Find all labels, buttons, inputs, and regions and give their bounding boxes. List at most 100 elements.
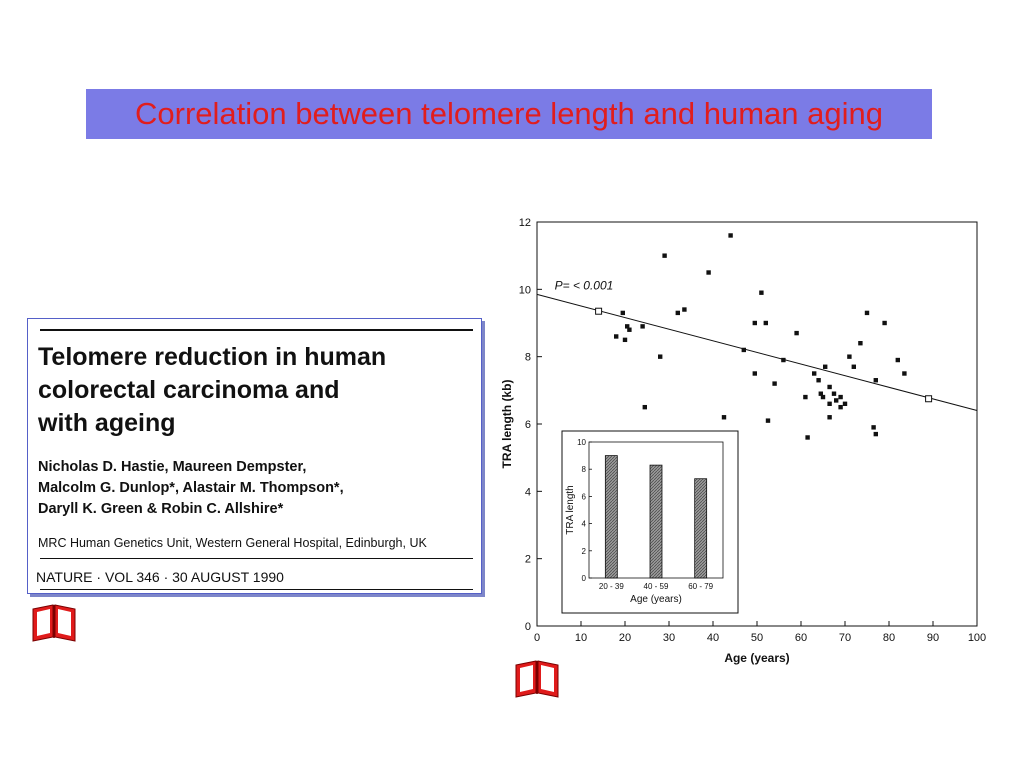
- data-point: [858, 341, 863, 346]
- inset-x-axis: 20 - 39 40 - 59 60 - 79: [599, 582, 714, 591]
- inset-y-tick-label: 6: [582, 492, 587, 501]
- paper-title-line: colorectal carcinoma and: [38, 376, 340, 404]
- divider-rule: [40, 558, 473, 559]
- paper-title-line: Telomere reduction in human: [38, 343, 387, 371]
- data-point: [827, 384, 832, 390]
- p-value-annotation: P= < 0.001: [555, 278, 614, 292]
- inset-bar: [649, 464, 663, 579]
- telomere-age-chart: 0 2 4 6 8 10 12 0 10 20 30 40 50 60 70 80 90 100 P= < 0.…: [500, 217, 986, 665]
- y-tick-label: 2: [525, 554, 531, 566]
- data-point: [803, 394, 808, 400]
- open-book-icon[interactable]: [512, 657, 562, 699]
- data-point: [823, 364, 828, 369]
- y-axis-title: TRA length (kb): [500, 380, 514, 469]
- inset-plot-area: 0 2 4 6 8 10 20 - 39 40 - 59 60 - 79: [577, 438, 724, 591]
- paper-clipping: Telomere reduction in human colorectal c…: [27, 318, 482, 594]
- inset-x-tick-label: 60 - 79: [688, 582, 713, 591]
- inset-x-tick-label: 40 - 59: [644, 582, 669, 591]
- inset-x-tick-label: 20 - 39: [599, 582, 624, 591]
- data-point: [851, 364, 856, 369]
- data-point: [741, 347, 746, 353]
- x-tick-label: 10: [575, 632, 587, 644]
- data-point: [614, 334, 619, 339]
- x-tick-label: 80: [883, 632, 895, 644]
- data-point: [873, 431, 878, 437]
- data-point: [763, 320, 768, 326]
- y-tick-label: 6: [525, 419, 531, 431]
- top-rule: [40, 329, 473, 331]
- inset-bars: [604, 455, 708, 579]
- x-axis-title: Age (years): [724, 651, 789, 665]
- data-points: [614, 233, 907, 440]
- data-point: [728, 233, 733, 238]
- data-point: [882, 320, 887, 326]
- data-point: [834, 398, 839, 403]
- data-point: [752, 320, 757, 326]
- data-point: [752, 371, 757, 376]
- y-axis: 0 2 4 6 8 10 12: [519, 217, 542, 633]
- author-line: Nicholas D. Hastie, Maureen Dempster,: [38, 459, 307, 475]
- y-tick-label: 12: [519, 217, 531, 229]
- data-point: [864, 310, 870, 316]
- data-point: [658, 354, 663, 359]
- x-tick-label: 30: [663, 632, 675, 644]
- scatter-plot: 0 2 4 6 8 10 12 0 10 20 30 40 50 60 70 80 90 100 P= < 0.…: [500, 217, 986, 665]
- data-point: [721, 415, 727, 420]
- data-point: [812, 371, 817, 376]
- y-tick-label: 10: [519, 284, 531, 296]
- y-tick-label: 8: [525, 352, 531, 364]
- data-point: [625, 324, 630, 329]
- regression-marker: [925, 395, 933, 403]
- inset-bar: [604, 455, 618, 579]
- bottom-rule: [40, 589, 473, 590]
- data-point: [781, 357, 786, 363]
- y-tick-label: 0: [525, 621, 531, 633]
- paper-affiliation: MRC Human Genetics Unit, Western General…: [38, 536, 427, 550]
- data-point: [838, 404, 843, 410]
- data-point: [827, 401, 832, 406]
- x-tick-label: 20: [619, 632, 631, 644]
- data-point: [827, 415, 832, 420]
- data-point: [706, 270, 711, 275]
- data-point: [847, 354, 852, 359]
- inset-y-tick-label: 0: [582, 574, 587, 583]
- data-point: [895, 357, 900, 363]
- y-tick-label: 4: [525, 486, 531, 498]
- x-tick-label: 60: [795, 632, 807, 644]
- inset-y-tick-label: 8: [582, 465, 587, 474]
- data-point: [682, 307, 687, 312]
- data-point: [902, 371, 907, 376]
- data-point: [675, 310, 680, 316]
- data-point: [627, 327, 632, 332]
- paper-title-line: with ageing: [38, 409, 176, 437]
- author-line: Malcolm G. Dunlop*, Alastair M. Thompson…: [38, 480, 344, 496]
- inset-bar-chart: 0 2 4 6 8 10 20 - 39 40 - 59 60 - 79 Age (years…: [561, 430, 739, 614]
- data-point: [765, 418, 771, 423]
- data-point: [759, 290, 764, 295]
- data-point: [620, 310, 625, 316]
- data-point: [820, 394, 826, 400]
- data-point: [818, 391, 823, 396]
- paper-title: Telomere reduction in human colorectal c…: [38, 341, 386, 440]
- inset-x-axis-title: Age (years): [630, 594, 682, 605]
- paper-citation: NATURE · VOL 346 · 30 AUGUST 1990: [36, 569, 284, 585]
- x-tick-label: 50: [751, 632, 763, 644]
- open-book-icon[interactable]: [29, 601, 79, 643]
- inset-y-axis-title: TRA length: [565, 485, 576, 534]
- inset-bar: [694, 478, 708, 579]
- data-point: [873, 378, 878, 383]
- x-tick-label: 40: [707, 632, 719, 644]
- inset-y-tick-label: 4: [582, 520, 587, 529]
- data-point: [831, 391, 837, 396]
- regression-marker: [595, 307, 603, 315]
- regression-line: [536, 293, 978, 412]
- paper-authors: Nicholas D. Hastie, Maureen Dempster, Ma…: [38, 457, 344, 520]
- data-point: [794, 330, 799, 336]
- x-tick-label: 70: [839, 632, 851, 644]
- data-point: [662, 253, 667, 258]
- inset-y-axis: 0 2 4 6 8 10: [577, 438, 592, 583]
- x-tick-label: 100: [968, 632, 986, 644]
- data-point: [871, 425, 876, 430]
- regression-markers: [595, 307, 933, 403]
- x-tick-label: 90: [927, 632, 939, 644]
